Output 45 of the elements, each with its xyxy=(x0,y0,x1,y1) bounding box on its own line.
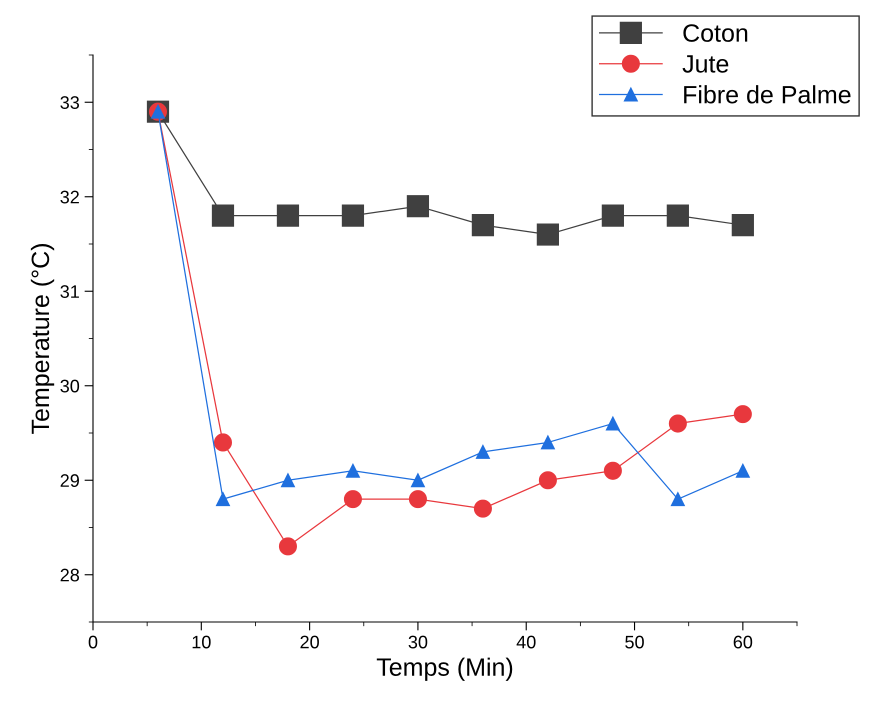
point xyxy=(281,473,295,488)
point xyxy=(666,204,689,227)
y-tick-label: 29 xyxy=(60,474,79,487)
x-tick-label: 20 xyxy=(300,636,319,648)
point xyxy=(734,405,752,424)
legend-label: Coton xyxy=(683,24,748,42)
point xyxy=(540,436,555,450)
point xyxy=(604,462,622,480)
y-tick-label: 32 xyxy=(60,190,79,204)
y-tick-label: 31 xyxy=(60,285,79,298)
y-tick-label: 28 xyxy=(60,568,80,582)
point xyxy=(606,416,620,430)
x-tick-label: 30 xyxy=(408,636,428,648)
point xyxy=(344,490,362,508)
point xyxy=(736,464,750,478)
point xyxy=(346,464,360,478)
x-tick-label: 50 xyxy=(625,636,644,648)
y-axis-title: Temperature (°C) xyxy=(30,244,54,434)
point xyxy=(474,500,492,518)
x-tick-label: 10 xyxy=(192,636,211,648)
point xyxy=(212,204,234,227)
point xyxy=(408,490,427,508)
point xyxy=(406,195,430,218)
legend-label: Fibre de Palme xyxy=(684,85,851,104)
point xyxy=(670,492,685,506)
x-axis-title: Temps (Min) xyxy=(376,658,512,681)
point xyxy=(216,492,230,506)
point xyxy=(668,414,687,433)
x-tick-label: 0 xyxy=(88,636,98,648)
point xyxy=(472,214,494,236)
point xyxy=(538,471,557,490)
legend-label: Jute xyxy=(682,55,728,73)
point xyxy=(602,204,624,227)
point xyxy=(476,444,490,459)
point xyxy=(342,204,364,227)
point xyxy=(536,223,560,246)
x-tick-label: 60 xyxy=(734,636,752,648)
point xyxy=(732,214,754,236)
y-tick-label: 30 xyxy=(60,380,80,392)
point xyxy=(276,204,300,227)
point xyxy=(214,433,232,452)
point xyxy=(278,537,297,556)
x-tick-label: 40 xyxy=(516,636,536,648)
point xyxy=(410,473,425,488)
y-tick-label: 33 xyxy=(60,96,80,109)
